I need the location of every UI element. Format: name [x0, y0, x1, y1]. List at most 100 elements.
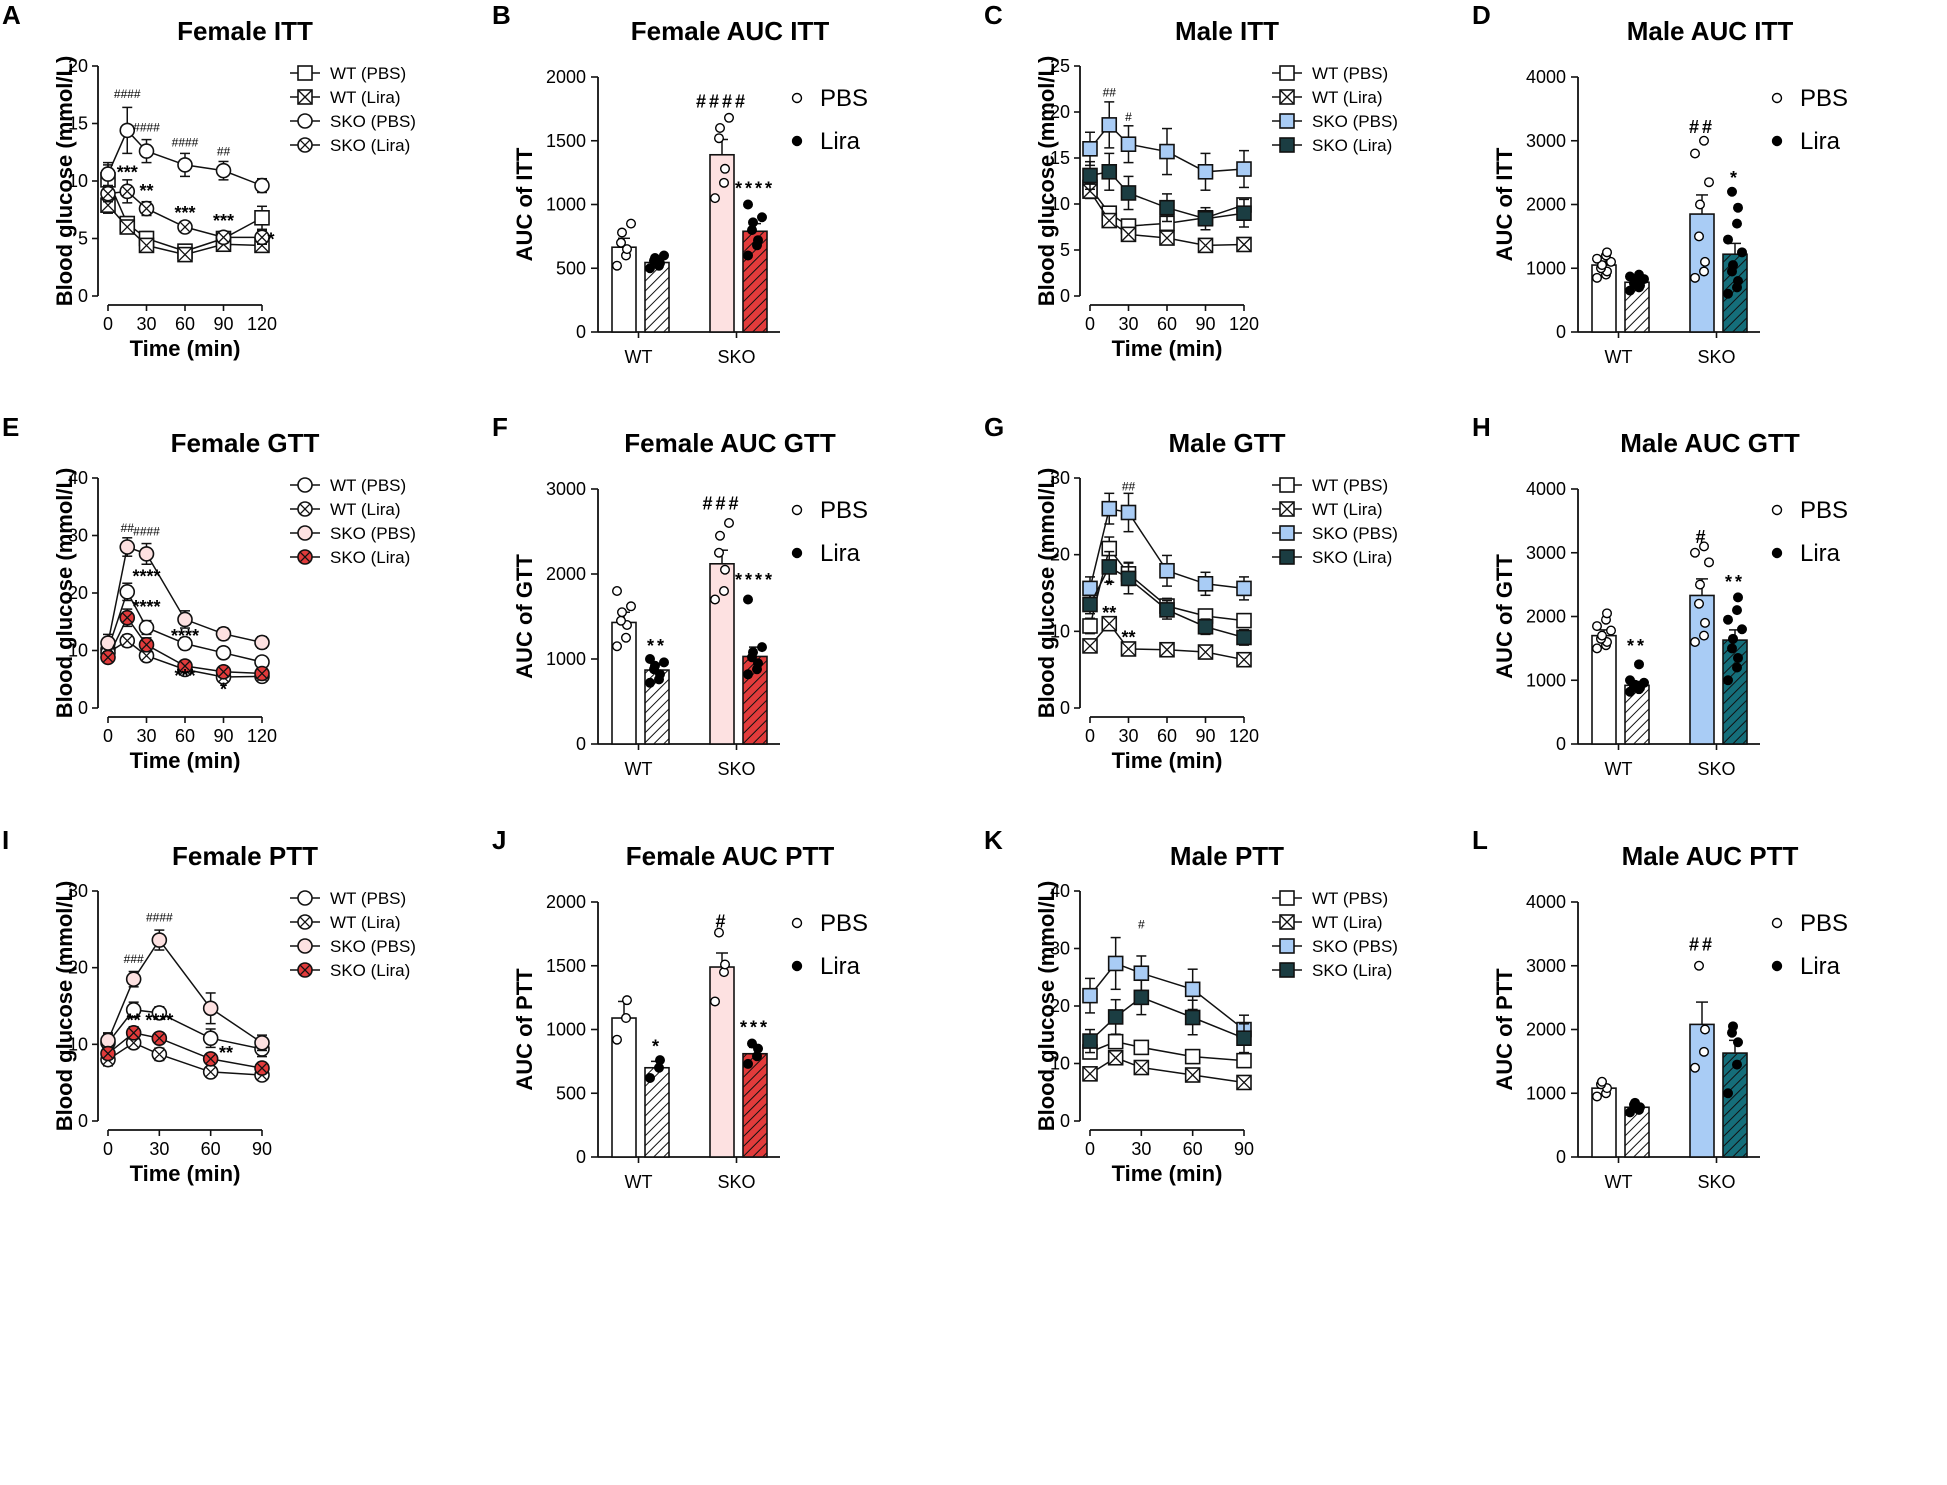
data-point [1082, 987, 1098, 1004]
bar-group-wt-pbs [1591, 247, 1617, 333]
individual-point [1689, 636, 1700, 647]
individual-point [1629, 1097, 1640, 1108]
y-tick-label: 10 [1050, 621, 1070, 641]
individual-point [1601, 608, 1612, 619]
significance-mark: * [220, 679, 227, 699]
data-point-cross [102, 188, 114, 200]
data-point [1101, 164, 1118, 180]
bar-wt-pbs [1591, 634, 1617, 745]
chart-title: Female PTT [172, 841, 318, 871]
individual-point [1722, 1088, 1733, 1099]
legend: PBS Lira [791, 497, 868, 567]
y-tick-label: 5 [1060, 240, 1070, 260]
legend-label: WT (Lira) [1312, 500, 1383, 519]
individual-point [1727, 643, 1738, 654]
legend: WT (PBS) WT (Lira) SKO (PBS) SKO (Lira) [290, 889, 416, 980]
panel-letter: L [1472, 825, 1488, 855]
individual-point [1722, 288, 1733, 299]
legend-marker [297, 65, 313, 81]
category-label-wt: WT [1605, 1172, 1633, 1192]
x-tick-label: 0 [103, 1139, 113, 1159]
legend-label-pbs: PBS [1800, 497, 1848, 524]
data-point [1101, 500, 1118, 517]
y-tick-label: 1000 [1526, 258, 1566, 278]
bar-plot: 0 1000 2000 3000 4000 AUC of ITT WT SKO [1492, 67, 1760, 367]
individual-point [1703, 177, 1714, 188]
line-plot: 0 5 10 15 20 0 30 60 90 120 Time (min) Blood glucos… [52, 56, 277, 361]
x-tick-label: 0 [1085, 314, 1095, 334]
significance-mark: ** [1121, 628, 1135, 648]
individual-point [611, 1034, 622, 1045]
y-tick-label: 0 [78, 1111, 88, 1131]
x-axis-label: Time (min) [130, 1161, 241, 1186]
significance-mark: #### [696, 92, 748, 112]
category-label-sko: SKO [717, 1172, 755, 1192]
series-wt-lira [1082, 183, 1252, 254]
y-tick-label: 0 [1556, 1147, 1566, 1167]
individual-point [742, 669, 753, 680]
individual-point [1698, 135, 1709, 146]
bar-plot: 0 500 1000 1500 2000 AUC of ITT WT SKO [512, 67, 780, 367]
data-point [1159, 602, 1175, 618]
significance-mark: ## [121, 521, 135, 535]
x-tick-label: 0 [1085, 726, 1095, 746]
data-point [1082, 1033, 1098, 1049]
individual-point [1698, 1046, 1709, 1057]
significance-mark: ### [702, 493, 741, 513]
data-point [215, 162, 232, 179]
data-point-cross [119, 219, 135, 235]
panel-letter: I [2, 825, 10, 855]
legend-label: WT (PBS) [1312, 64, 1388, 83]
legend-marker [297, 938, 313, 954]
x-tick-label: 120 [247, 726, 277, 746]
data-point [1101, 117, 1118, 133]
data-point [1236, 1052, 1252, 1069]
data-point-cross [128, 1027, 140, 1039]
data-point [1107, 955, 1124, 972]
data-point-cross [141, 639, 152, 651]
panel-letter: H [1472, 412, 1491, 442]
x-tick-label: 90 [1195, 314, 1215, 334]
individual-point [616, 227, 627, 238]
bar-group-sko-pbs [1689, 135, 1715, 333]
legend-label: WT (Lira) [1312, 913, 1383, 932]
legend-label: SKO (PBS) [330, 112, 416, 131]
panel-letter: B [492, 0, 511, 30]
significance-mark: ## [1689, 934, 1715, 954]
series-wt-lira [1082, 1049, 1252, 1091]
chart-title: Female GTT [170, 428, 320, 458]
series-sko-lira [100, 608, 270, 682]
x-tick-label: 60 [175, 314, 195, 334]
legend-label-pbs: PBS [1800, 85, 1848, 112]
data-point [1236, 205, 1252, 221]
legend-label: SKO (Lira) [1312, 136, 1392, 155]
legend-label: SKO (Lira) [1312, 548, 1392, 567]
data-point [1082, 618, 1098, 634]
x-tick-label: 120 [1229, 726, 1259, 746]
x-tick-label: 60 [201, 1139, 221, 1159]
data-point [151, 932, 168, 948]
individual-point [1689, 272, 1700, 283]
significance-mark: ## [1103, 85, 1117, 99]
legend-marker-pbs [791, 504, 803, 516]
y-tick-label: 0 [1060, 698, 1070, 718]
y-axis-label: AUC of PTT [512, 968, 537, 1091]
y-tick-label: 1000 [1526, 1083, 1566, 1103]
data-point-cross [1082, 638, 1098, 654]
x-tick-label: 30 [1118, 314, 1138, 334]
data-point-cross [1159, 642, 1175, 658]
significance-mark: ## [1122, 479, 1136, 493]
legend-marker [297, 477, 313, 493]
panel-b: 0 500 1000 1500 2000 AUC of ITT WT SKO PBS Lira ##… [490, 0, 976, 495]
chart-title: Female AUC GTT [624, 428, 836, 458]
legend-label: SKO (PBS) [1312, 112, 1398, 131]
data-point [138, 546, 155, 562]
legend-marker [1279, 890, 1295, 906]
individual-point [1633, 269, 1644, 280]
legend-marker [1279, 477, 1295, 493]
panel-letter: J [492, 825, 507, 855]
chart-title: Female ITT [177, 16, 313, 46]
legend-marker-pbs [1771, 917, 1783, 929]
x-tick-label: 90 [213, 314, 233, 334]
significance-mark: #### [146, 911, 173, 925]
